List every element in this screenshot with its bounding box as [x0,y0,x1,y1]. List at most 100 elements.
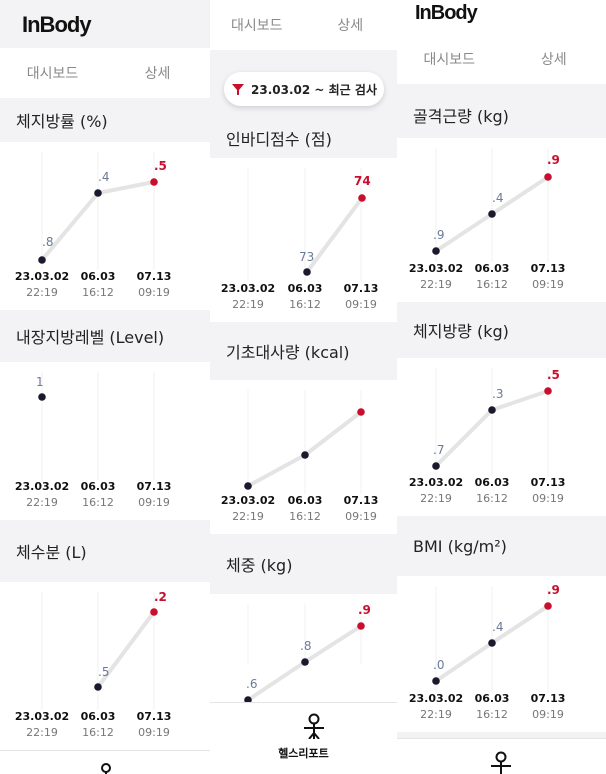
time-label: 16:12 [476,278,508,291]
nav-health-report[interactable]: 헬스리포트 [278,747,329,760]
data-point [432,462,440,470]
person-icon[interactable] [94,763,118,774]
value-label: .4 [492,191,503,205]
date-label: 06.03 [81,710,116,723]
data-point [150,608,158,616]
data-point [244,696,252,704]
date-label: 07.13 [137,270,172,283]
tab-dashboard[interactable]: 대시보드 [423,52,476,68]
date-label: 07.13 [531,476,566,489]
value-label: .9 [547,583,560,597]
person-icon[interactable] [302,713,326,739]
chart-inbody-score: 73 74 23.03.02 22:19 06.03 16:12 07.13 09:19 [210,158,397,322]
date-label: 23.03.02 [221,494,275,507]
value-label: .5 [154,159,167,173]
section-title-visceral-fat: 내장지방레벨 (Level) [0,310,210,362]
value-label: .3 [492,387,503,401]
date-label: 23.03.02 [15,480,69,493]
date-label: 06.03 [475,476,510,489]
date-label: 07.13 [531,692,566,705]
data-point [544,173,552,181]
section-title-weight: 체중 (kg) [210,534,397,594]
time-label: 22:19 [232,298,264,311]
bottom-nav [0,750,210,774]
tab-dashboard[interactable]: 대시보드 [230,18,283,34]
chart-bmr: 23.03.02 22:19 06.03 16:12 07.13 09:19 [210,380,397,534]
chart-weight: .6 .8 .9 [210,594,397,704]
tab-dashboard[interactable]: 대시보드 [26,66,79,82]
inbody-logo: InBody [22,12,92,37]
time-label: 22:19 [26,286,58,299]
screen-column-right: InBody 대시보드 상세 골격근량 (kg) .9 .4 .9 23.03.02 2… [397,0,606,774]
screen-column-left: InBody 대시보드 상세 체지방률 (%) .8 .4 .5 23.03.02 22… [0,0,210,774]
value-label: .9 [358,603,371,617]
tab-detail[interactable]: 상세 [540,52,567,68]
data-point [94,189,102,197]
date-label: 06.03 [288,494,323,507]
data-point [488,406,496,414]
value-label: .2 [154,590,167,604]
section-title-body-fat-mass: 체지방량 (kg) [397,302,606,358]
time-label: 16:12 [476,708,508,721]
data-point [38,393,46,401]
value-label: .9 [433,228,444,242]
data-point [357,408,365,416]
chart-body-fat-pct: .8 .4 .5 23.03.02 22:19 06.03 16:12 07.13 09:19 [0,142,210,310]
time-label: 09:19 [138,286,170,299]
time-label: 22:19 [26,726,58,739]
date-label: 07.13 [137,710,172,723]
value-label: 74 [354,174,371,188]
tab-detail[interactable]: 상세 [144,66,171,82]
date-label: 07.13 [344,494,379,507]
time-label: 16:12 [289,510,321,523]
date-label: 23.03.02 [221,282,275,295]
chart-skeletal-muscle: .9 .4 .9 23.03.02 22:19 06.03 16:12 07.13 09:19 [397,138,606,302]
data-point [544,387,552,395]
chart-body-fat-mass: .7 .3 .5 23.03.02 22:19 06.03 16:12 07.13 09:19 [397,358,606,516]
data-point [357,622,365,630]
bottom-nav: 헬스리포트 [210,702,397,774]
value-label: .0 [433,658,444,672]
data-point [150,178,158,186]
section-title-body-fat-pct: 체지방률 (%) [0,98,210,142]
section-title-bmr: 기초대사량 (kcal) [210,322,397,380]
time-label: 22:19 [26,496,58,509]
data-point [244,482,252,490]
value-label: .4 [492,620,503,634]
inbody-logo: InBody [415,2,478,24]
section-title-skeletal-muscle: 골격근량 (kg) [397,92,606,138]
bottom-nav [397,738,606,774]
tab-bar: 대시보드 상세 [210,0,397,50]
time-label: 22:19 [232,510,264,523]
date-label: 07.13 [344,282,379,295]
date-label: 06.03 [475,692,510,705]
section-title-inbody-score: 인바디점수 (점) [210,118,397,158]
date-label: 07.13 [137,480,172,493]
time-label: 16:12 [82,496,114,509]
value-label: .6 [246,677,257,691]
value-label: .8 [300,639,311,653]
value-label: .7 [433,443,444,457]
time-label: 22:19 [420,708,452,721]
data-point [301,658,309,666]
time-label: 09:19 [532,708,564,721]
value-label: 1 [36,375,44,389]
chart-body-water: .5 .2 23.03.02 22:19 06.03 16:12 07.13 09:19 [0,582,210,750]
tab-bar: 대시보드 상세 [0,48,210,98]
chart-bmi: .0 .4 .9 23.03.02 22:19 06.03 16:12 07.13 09:19 [397,576,606,732]
data-point [38,256,46,264]
data-point [358,194,366,202]
person-icon[interactable] [489,751,513,774]
date-range-filter[interactable]: 23.03.02 ~ 최근 검사 [224,72,384,106]
value-label: .8 [42,235,53,249]
time-label: 16:12 [289,298,321,311]
tab-detail[interactable]: 상세 [337,18,364,34]
time-label: 22:19 [420,492,452,505]
time-label: 09:19 [345,510,377,523]
value-label: .4 [98,170,109,184]
time-label: 16:12 [476,492,508,505]
chart-visceral-fat: 1 23.03.02 22:19 06.03 16:12 07.13 09:19 [0,362,210,520]
data-point [301,451,309,459]
date-label: 07.13 [531,262,566,275]
date-label: 23.03.02 [15,270,69,283]
